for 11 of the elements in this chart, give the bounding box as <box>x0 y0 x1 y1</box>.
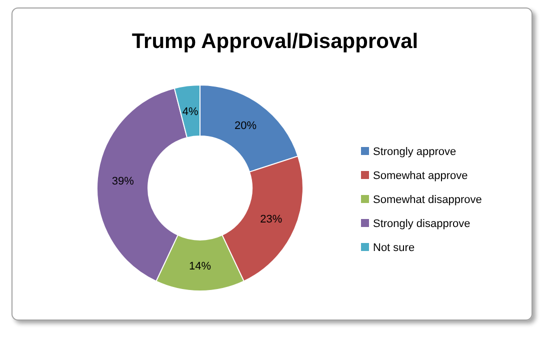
legend-label: Somewhat disapprove <box>373 194 482 206</box>
data-label: 4% <box>182 106 198 118</box>
data-label: 20% <box>234 120 257 132</box>
data-label: 39% <box>112 176 134 188</box>
legend-label: Strongly disapprove <box>373 218 470 230</box>
data-label: 14% <box>188 260 212 272</box>
legend-label: Not sure <box>373 242 415 254</box>
data-label: 23% <box>260 214 282 226</box>
legend-label: Somewhat approve <box>373 170 468 182</box>
chart-title: Trump Approval/Disapproval <box>132 30 418 53</box>
legend-label: Strongly approve <box>373 146 456 158</box>
